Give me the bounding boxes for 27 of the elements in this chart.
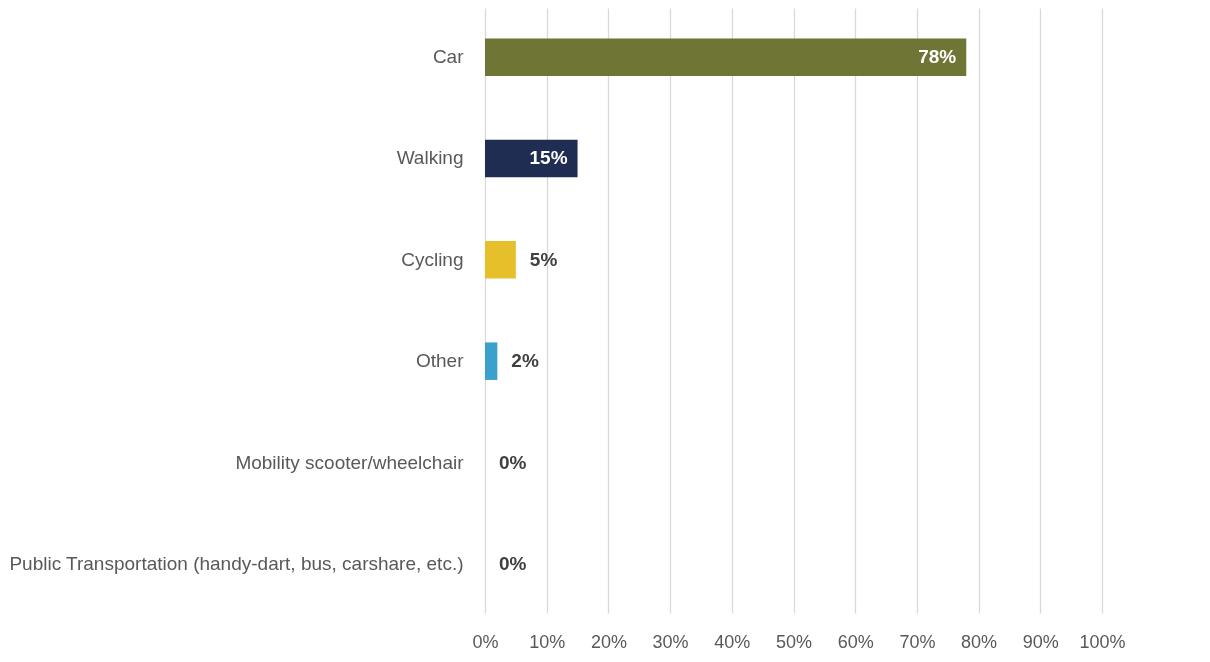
data-label: 5% bbox=[529, 248, 558, 270]
y-tick-label: Public Transportation (handy-dart, bus, carshare, etc.) bbox=[9, 552, 464, 574]
x-tick-label: 20% bbox=[590, 631, 627, 652]
data-label: 15% bbox=[529, 147, 568, 169]
x-tick-label: 0% bbox=[472, 631, 499, 652]
bar bbox=[485, 139, 578, 178]
bar bbox=[485, 342, 498, 380]
x-tick-label: 70% bbox=[899, 631, 936, 652]
x-tick-label: 40% bbox=[714, 631, 751, 652]
data-label: 2% bbox=[511, 350, 539, 372]
y-tick-label: Mobility scooter/wheelchair bbox=[235, 451, 465, 473]
x-tick-label: 50% bbox=[775, 631, 813, 652]
bar bbox=[485, 241, 516, 279]
data-label: 0% bbox=[499, 552, 527, 574]
data-label: 78% bbox=[918, 46, 957, 68]
x-tick-label: 100% bbox=[1079, 631, 1126, 652]
x-tick-label: 80% bbox=[961, 631, 998, 652]
bar bbox=[485, 38, 967, 76]
y-tick-label: Car bbox=[432, 46, 465, 68]
x-tick-label: 60% bbox=[837, 631, 874, 652]
y-tick-label: Cycling bbox=[401, 248, 464, 270]
x-tick-label: 90% bbox=[1022, 631, 1059, 652]
x-tick-label: 30% bbox=[652, 631, 689, 652]
data-label: 0% bbox=[499, 451, 527, 473]
y-tick-label: Walking bbox=[396, 147, 464, 169]
x-tick-label: 10% bbox=[529, 631, 566, 652]
y-tick-label: Other bbox=[415, 350, 465, 372]
